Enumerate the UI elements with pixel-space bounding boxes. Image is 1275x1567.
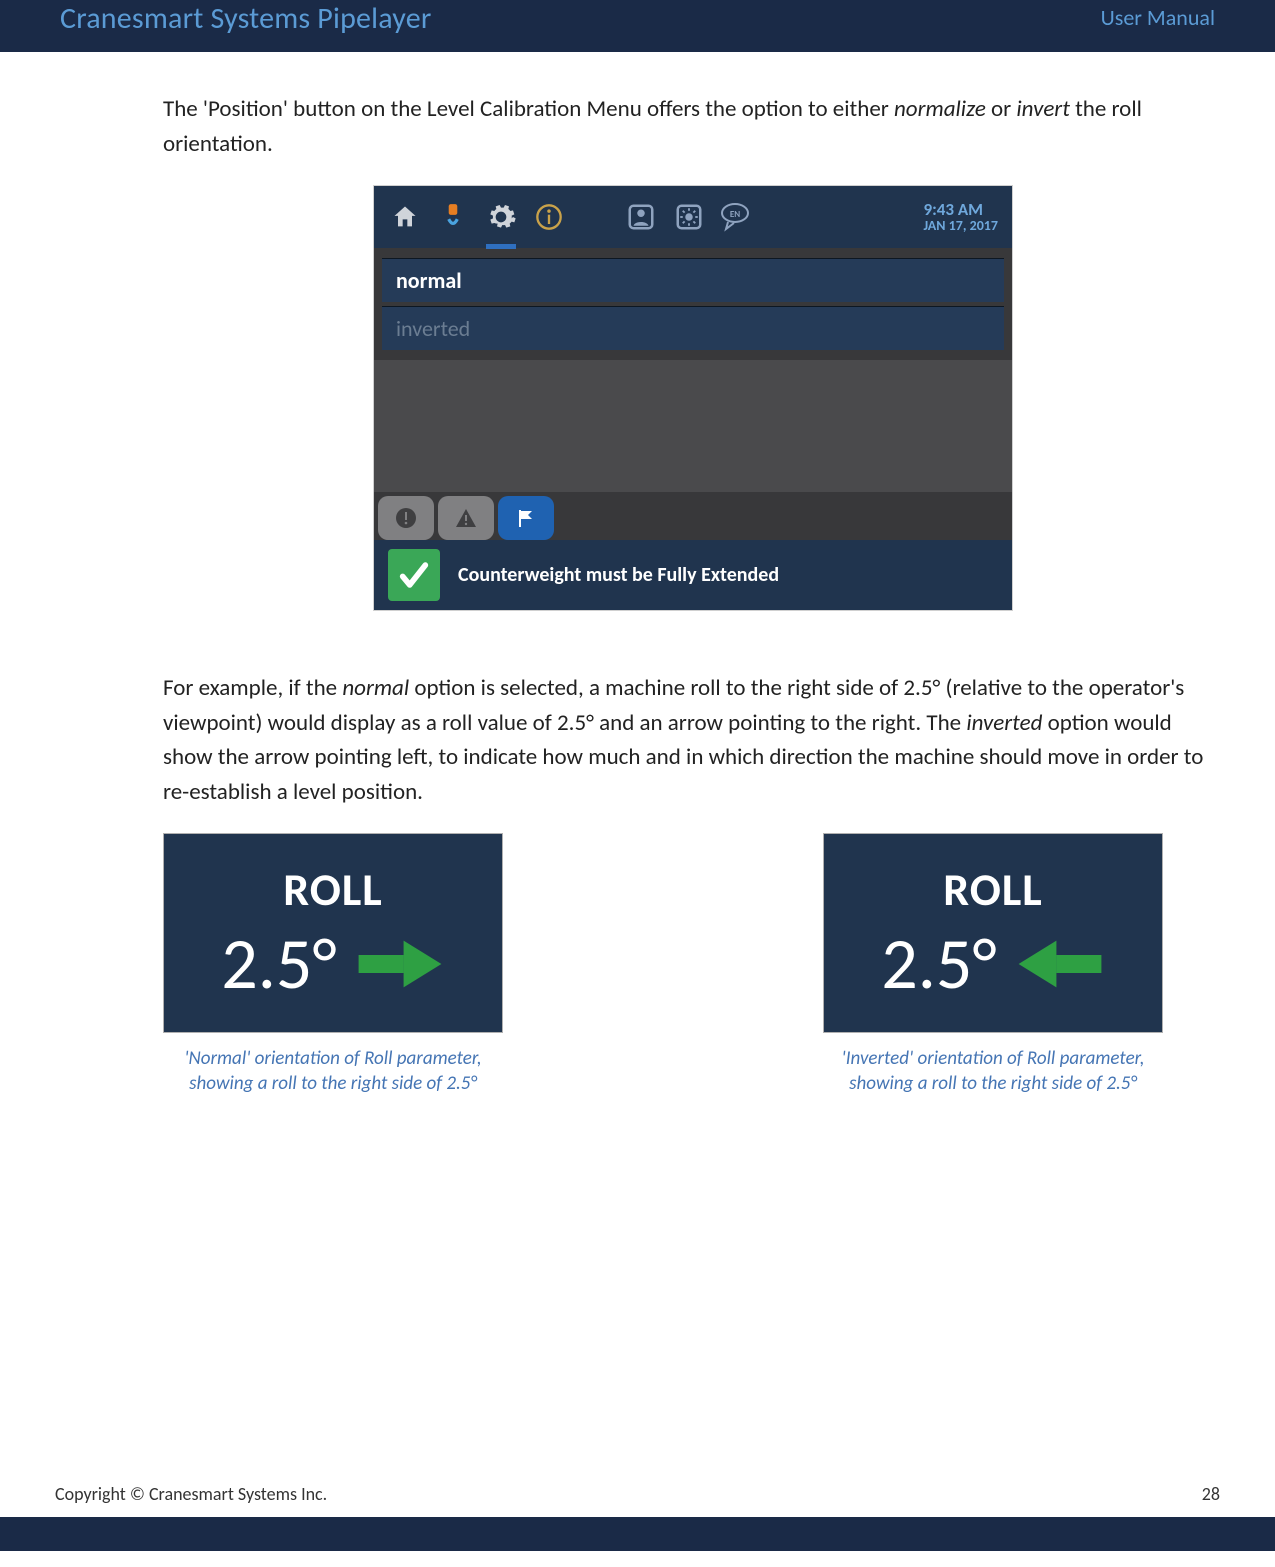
emphasis-inverted: inverted xyxy=(966,709,1042,737)
emphasis-normal: normal xyxy=(342,674,409,702)
footer-message: Counterweight must be Fully Extended xyxy=(458,563,779,587)
warning-tab[interactable] xyxy=(438,496,494,540)
roll-value: 2.5° xyxy=(221,920,337,1008)
page-footer: Copyright © Cranesmart Systems Inc. 28 xyxy=(0,1483,1275,1567)
gear-icon[interactable] xyxy=(484,200,518,234)
roll-panel-inverted: ROLL 2.5° xyxy=(823,833,1163,1033)
caption-line: showing a roll to the right side of 2.5° xyxy=(849,1072,1137,1095)
language-icon[interactable]: EN xyxy=(720,200,754,234)
arrow-right-icon xyxy=(355,936,445,992)
clock-display: 9:43 AM JAN 17, 2017 xyxy=(923,201,1004,234)
info-icon[interactable] xyxy=(532,200,566,234)
caption-line: 'Inverted' orientation of Roll parameter… xyxy=(842,1047,1145,1070)
emphasis-invert: invert xyxy=(1016,95,1070,123)
text-segment: or xyxy=(986,95,1017,123)
calibration-icon[interactable] xyxy=(436,200,470,234)
roll-panel-normal: ROLL 2.5° xyxy=(163,833,503,1033)
caption-line: showing a roll to the right side of 2.5° xyxy=(189,1072,477,1095)
arrow-left-icon xyxy=(1015,936,1105,992)
roll-normal-block: ROLL 2.5° 'Normal' orientation of Roll p… xyxy=(163,833,503,1096)
intro-paragraph: The 'Position' button on the Level Calib… xyxy=(163,92,1223,161)
home-icon[interactable] xyxy=(388,200,422,234)
alert-tab[interactable] xyxy=(378,496,434,540)
text-segment: For example, if the xyxy=(163,674,342,702)
device-topbar: EN 9:43 AM JAN 17, 2017 xyxy=(374,186,1012,248)
device-screenshot: EN 9:43 AM JAN 17, 2017 normal inverted xyxy=(373,185,1013,611)
roll-caption-inverted: 'Inverted' orientation of Roll parameter… xyxy=(823,1047,1163,1096)
user-icon[interactable] xyxy=(624,200,658,234)
flag-tab[interactable] xyxy=(498,496,554,540)
roll-inverted-block: ROLL 2.5° 'Inverted' orientation of Roll… xyxy=(823,833,1163,1096)
roll-caption-normal: 'Normal' orientation of Roll parameter, … xyxy=(163,1047,503,1096)
check-badge xyxy=(388,549,440,601)
option-normal[interactable]: normal xyxy=(382,258,1004,302)
page-number: 28 xyxy=(1202,1483,1220,1505)
roll-value: 2.5° xyxy=(881,920,997,1008)
text-segment: The 'Position' button on the Level Calib… xyxy=(163,95,894,123)
clock-date: JAN 17, 2017 xyxy=(923,219,998,234)
header-title: Cranesmart Systems Pipelayer xyxy=(60,0,431,37)
emphasis-normalize: normalize xyxy=(894,95,986,123)
caption-line: 'Normal' orientation of Roll parameter, xyxy=(184,1047,481,1070)
roll-title: ROLL xyxy=(943,862,1042,918)
copyright-text: Copyright © Cranesmart Systems Inc. xyxy=(55,1483,327,1505)
footer-bar xyxy=(0,1517,1275,1551)
header-doc-type: User Manual xyxy=(1101,0,1215,31)
brightness-icon[interactable] xyxy=(672,200,706,234)
roll-title: ROLL xyxy=(283,862,382,918)
bottom-tabstrip xyxy=(374,492,1012,540)
option-inverted[interactable]: inverted xyxy=(382,306,1004,350)
example-paragraph: For example, if the normal option is sel… xyxy=(163,671,1223,809)
options-list: normal inverted xyxy=(374,248,1012,360)
clock-time: 9:43 AM xyxy=(923,201,998,219)
svg-text:EN: EN xyxy=(730,209,740,220)
device-footer: Counterweight must be Fully Extended xyxy=(374,540,1012,610)
active-tab-underline xyxy=(486,244,516,249)
device-body-spacer xyxy=(374,360,1012,492)
page-header: Cranesmart Systems Pipelayer User Manual xyxy=(0,0,1275,52)
